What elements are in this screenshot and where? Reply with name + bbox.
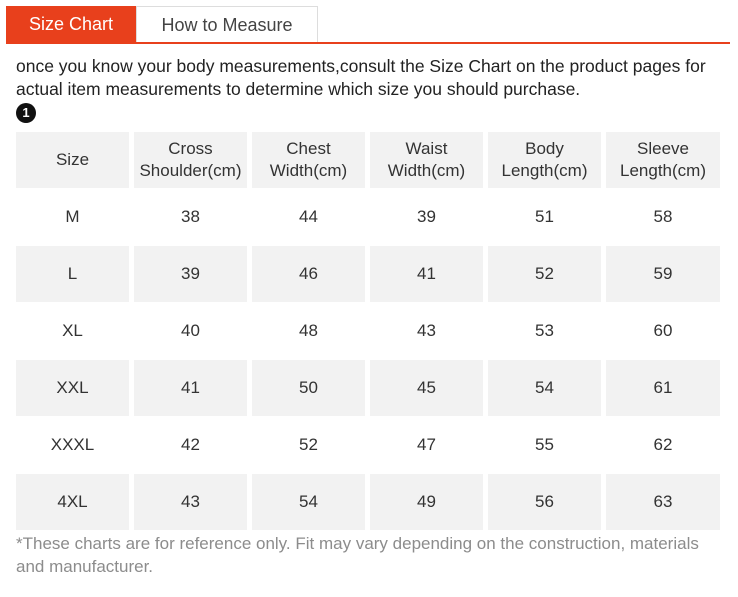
size-cell: XXXL [50,435,95,454]
table-row: M 38 44 39 51 58 [16,189,720,245]
tab-bar: Size Chart How to Measure [6,6,730,44]
chest-width-cell: 46 [252,246,365,302]
body-length-cell: 55 [535,435,554,454]
cross-shoulder-cell: 40 [181,321,200,340]
body-length-cell: 54 [488,360,601,416]
header-cell-waist-width: Waist Width(cm) [370,132,483,188]
table-header-row: Size Cross Shoulder(cm) Chest Width(cm) Wa… [16,132,720,188]
body-length-cell: 53 [535,321,554,340]
sleeve-length-cell: 58 [653,207,673,226]
sleeve-length-cell: 61 [606,360,720,416]
sleeve-length-cell: 59 [606,246,720,302]
header-label-line1: Chest [286,139,331,158]
waist-width-cell: 45 [370,360,483,416]
header-label-line2: Shoulder(cm) [139,161,242,180]
header-cell-chest-width: Chest Width(cm) [252,132,365,188]
header-label: Size [55,150,90,169]
header-label-line2: Length(cm) [501,161,588,180]
header-label-line2: Length(cm) [620,161,706,180]
header-label-line2: Width(cm) [387,161,466,180]
tab-how-to-measure[interactable]: How to Measure [136,6,318,42]
step-number-badge: 1 [16,103,36,123]
chest-width-cell: 54 [252,474,365,530]
table-row: L 39 46 41 52 59 [16,246,720,302]
tab-size-chart[interactable]: Size Chart [6,6,136,42]
cross-shoulder-cell: 42 [181,435,200,454]
body-length-cell: 56 [488,474,601,530]
size-cell: M [65,207,80,226]
size-cell: L [16,246,129,302]
sleeve-length-cell: 60 [653,321,673,340]
cross-shoulder-cell: 38 [181,207,200,226]
waist-width-cell: 43 [417,321,436,340]
table-row: XXL 41 50 45 54 61 [16,360,720,416]
waist-width-cell: 39 [417,207,436,226]
table-row: 4XL 43 54 49 56 63 [16,474,720,530]
size-cell: XL [62,321,83,340]
cross-shoulder-cell: 41 [134,360,247,416]
waist-width-cell: 41 [370,246,483,302]
header-label-line1: Cross [168,139,213,158]
header-cell-size: Size [16,132,129,188]
header-cell-body-length: Body Length(cm) [488,132,601,188]
disclaimer-footnote: *These charts are for reference only. Fi… [16,534,699,576]
header-label-line1: Waist [405,139,448,158]
chest-width-cell: 44 [299,207,318,226]
body-length-cell: 51 [535,207,554,226]
body-length-cell: 52 [488,246,601,302]
table-row: XL 40 48 43 53 60 [16,303,720,359]
sleeve-length-cell: 62 [653,435,673,454]
header-cell-cross-shoulder: Cross Shoulder(cm) [134,132,247,188]
intro-text: once you know your body measurements,con… [16,56,706,99]
size-cell: XXL [16,360,129,416]
table-row: XXXL 42 52 47 55 62 [16,417,720,473]
waist-width-cell: 47 [417,435,436,454]
header-label-line1: Sleeve [637,139,689,158]
chest-width-cell: 50 [252,360,365,416]
sleeve-length-cell: 63 [606,474,720,530]
size-cell: 4XL [16,474,129,530]
chest-width-cell: 48 [299,321,318,340]
waist-width-cell: 49 [370,474,483,530]
header-label-line1: Body [525,139,564,158]
header-label-line2: Width(cm) [269,161,348,180]
cross-shoulder-cell: 43 [134,474,247,530]
cross-shoulder-cell: 39 [134,246,247,302]
chest-width-cell: 52 [299,435,318,454]
header-cell-sleeve-length: Sleeve Length(cm) [606,132,720,188]
